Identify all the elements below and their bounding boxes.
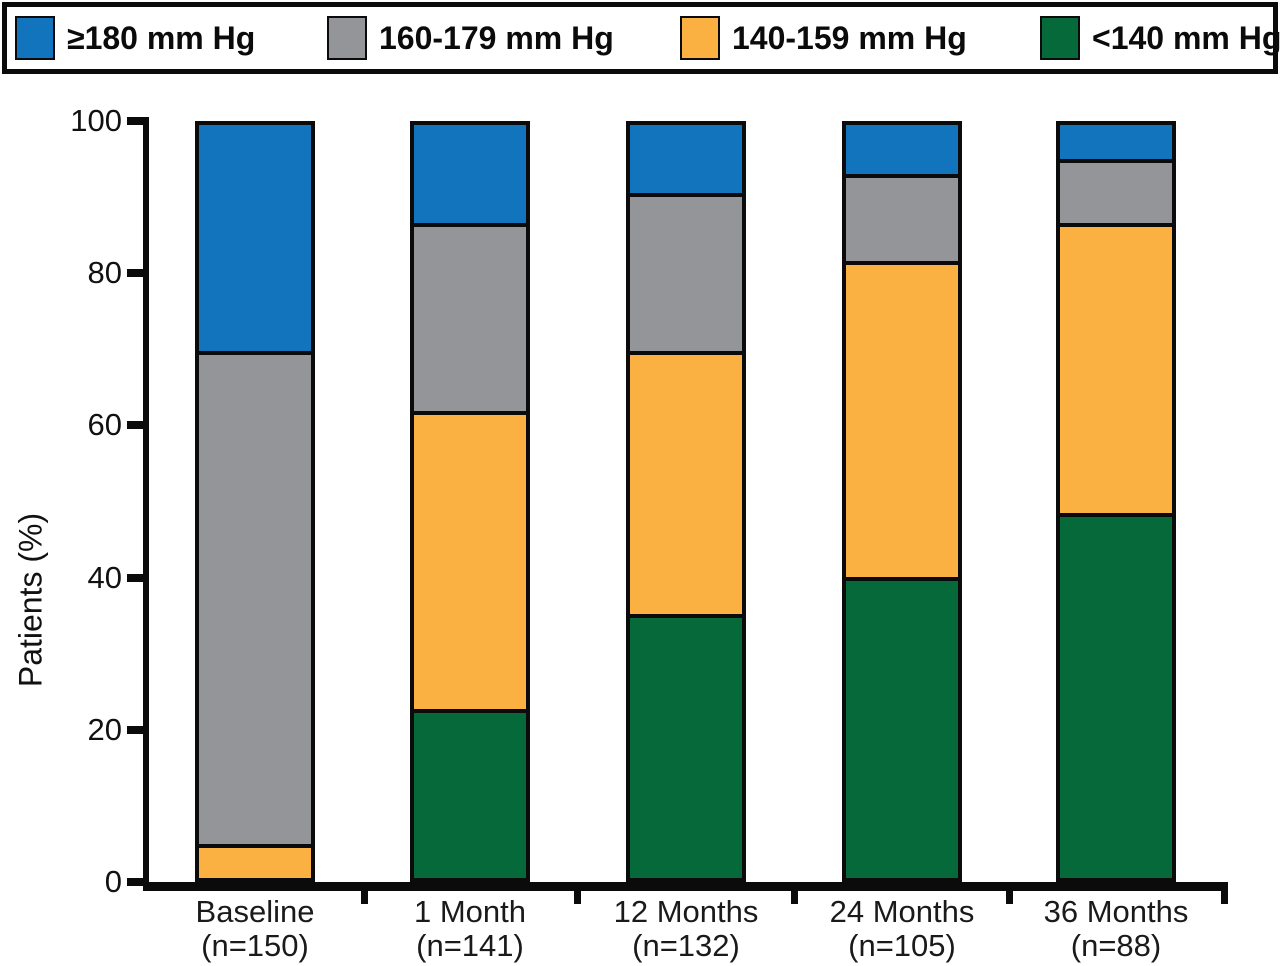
- y-tick-label-80: 80: [87, 255, 122, 291]
- legend-label-ge-180: ≥180 mm Hg: [67, 19, 256, 56]
- legend-swatch-160-179: [327, 16, 367, 60]
- y-axis-title: Patients (%): [12, 512, 49, 688]
- bar-1-month-segment-ge-180: [414, 125, 526, 223]
- y-tick-label-40: 40: [87, 559, 122, 595]
- bar-1-month-segment-160-179: [414, 222, 526, 412]
- y-tick-60: [127, 421, 143, 430]
- y-tick-100: [127, 117, 143, 125]
- y-tick-0: [127, 878, 143, 886]
- category-n-36-months: (n=88): [1070, 928, 1162, 963]
- bar-1-month-segment-140-159: [414, 411, 526, 709]
- bar-36-months-segment-140-159: [1060, 222, 1172, 513]
- legend-item-160-179: 160-179 mm Hg: [327, 16, 614, 60]
- legend-label-140-159: 140-159 mm Hg: [732, 19, 967, 56]
- category-label-12-months: 12 Months (n=132): [566, 895, 806, 963]
- bar-12-months-segment-ge-180: [630, 125, 742, 193]
- y-tick-label-100: 100: [70, 103, 122, 138]
- category-name-1-month: 1 Month: [413, 894, 526, 929]
- bar-1-month-segment-lt-140: [414, 708, 526, 878]
- x-tick-0: [361, 891, 368, 904]
- bar-36-months: [1056, 121, 1176, 882]
- bar-24-months-segment-140-159: [846, 260, 958, 577]
- legend-swatch-140-159: [680, 16, 720, 60]
- y-tick-label-60: 60: [87, 407, 122, 443]
- legend-item-ge-180: ≥180 mm Hg: [15, 16, 255, 60]
- y-tick-20: [127, 725, 143, 734]
- legend: ≥180 mm Hg 160-179 mm Hg 140-159 mm Hg <140…: [2, 2, 1280, 74]
- bar-24-months-segment-lt-140: [846, 576, 958, 878]
- bar-36-months-segment-lt-140: [1060, 512, 1172, 878]
- x-axis-line: [143, 882, 1228, 891]
- category-label-baseline: Baseline (n=150): [135, 895, 375, 963]
- legend-item-lt-140: <140 mm Hg: [1040, 16, 1280, 60]
- x-tick-3: [1006, 891, 1013, 904]
- bar-baseline-segment-ge-180: [199, 125, 311, 351]
- legend-swatch-lt-140: [1040, 16, 1080, 60]
- category-n-1-month: (n=141): [416, 928, 524, 963]
- category-name-baseline: Baseline: [195, 894, 315, 929]
- category-label-24-months: 24 Months (n=105): [782, 895, 1022, 963]
- y-tick-label-20: 20: [87, 711, 122, 747]
- category-n-12-months: (n=132): [632, 928, 740, 963]
- category-label-1-month: 1 Month (n=141): [350, 895, 590, 963]
- bar-baseline-segment-160-179: [199, 350, 311, 845]
- bar-24-months-segment-ge-180: [846, 125, 958, 174]
- legend-item-140-159: 140-159 mm Hg: [680, 16, 967, 60]
- bar-1-month: [410, 121, 530, 882]
- x-tick-4: [1221, 891, 1228, 904]
- y-tick-80: [127, 269, 143, 278]
- category-name-12-months: 12 Months: [613, 894, 759, 929]
- x-tick-1: [574, 891, 581, 904]
- category-n-baseline: (n=150): [201, 928, 309, 963]
- bar-baseline-segment-140-159: [199, 844, 311, 878]
- y-tick-label-0: 0: [104, 864, 122, 899]
- x-tick-2: [791, 891, 798, 904]
- bar-12-months: [626, 121, 746, 882]
- category-label-36-months: 36 Months (n=88): [996, 895, 1236, 963]
- bar-12-months-segment-140-159: [630, 350, 742, 615]
- category-n-24-months: (n=105): [848, 928, 956, 963]
- bar-24-months: [842, 121, 962, 882]
- y-axis-line: [143, 117, 149, 891]
- bar-36-months-segment-160-179: [1060, 158, 1172, 223]
- bar-36-months-segment-ge-180: [1060, 125, 1172, 159]
- bar-24-months-segment-160-179: [846, 173, 958, 261]
- legend-swatch-ge-180: [15, 16, 55, 60]
- bar-12-months-segment-lt-140: [630, 614, 742, 878]
- legend-label-160-179: 160-179 mm Hg: [379, 19, 614, 56]
- bar-baseline: [195, 121, 315, 882]
- y-tick-40: [127, 573, 143, 582]
- legend-label-lt-140: <140 mm Hg: [1092, 19, 1280, 56]
- category-name-36-months: 36 Months: [1043, 894, 1189, 929]
- bar-12-months-segment-160-179: [630, 192, 742, 351]
- category-name-24-months: 24 Months: [829, 894, 975, 929]
